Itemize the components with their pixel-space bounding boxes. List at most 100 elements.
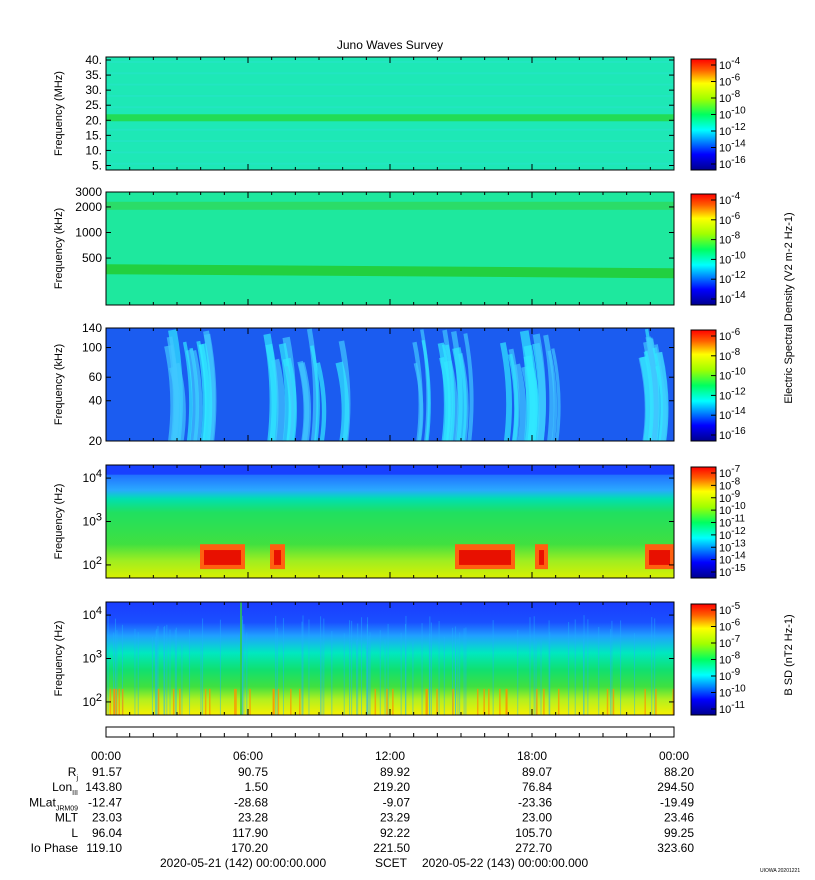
spectrogram-panel-1: 40.35.30.25.20.15.10.5. Frequency (MHz) 10… (53, 53, 746, 172)
ephemeris-value: 272.70 (515, 841, 552, 855)
spectrogram-image (106, 602, 674, 715)
emission-burst (445, 344, 456, 442)
ephemeris-value: 23.28 (238, 811, 268, 825)
ephemeris-value: -19.49 (660, 795, 694, 809)
emission-band (106, 201, 674, 210)
colorbar-tick-label: 10-16 (719, 426, 746, 442)
ephemeris-value: 96.04 (92, 826, 122, 840)
ephemeris-value: 99.25 (664, 826, 694, 840)
ephemeris-row-label: L (71, 826, 78, 840)
y-tick-label: 40 (89, 394, 103, 408)
emission-burst (413, 362, 424, 442)
ephemeris-value: 219.20 (373, 780, 410, 794)
y-tick-label: 10. (85, 143, 102, 157)
emission-burst (500, 342, 512, 442)
colorbar-tick-label: 10-7 (719, 634, 741, 650)
emission-burst (523, 344, 539, 442)
colorbar-tick-label: 10-8 (719, 347, 741, 363)
y-tick-label: 102 (83, 555, 102, 572)
emission-burst (643, 351, 654, 442)
ephemeris-value: 23.00 (522, 811, 552, 825)
ephemeris-row-label: LonIII (52, 780, 78, 797)
emission-burst (278, 343, 293, 442)
y-tick-label: 140 (82, 321, 102, 335)
ephemeris-value: 221.50 (373, 841, 410, 855)
spectrogram-image (106, 465, 674, 578)
emission-burst (532, 333, 547, 442)
emission-burst (306, 328, 319, 442)
y-tick-label: 25. (85, 98, 102, 112)
y-tick-label: 1000 (75, 226, 102, 240)
emission-burst (198, 343, 213, 442)
emission-burst (284, 365, 295, 442)
emission-burst (204, 550, 241, 565)
y-tick-label: 500 (82, 251, 102, 265)
ephemeris-row-label: MLT (55, 811, 79, 825)
ephemeris-value: 23.29 (380, 811, 410, 825)
time-tick-label: 18:00 (517, 749, 547, 763)
emission-burst (463, 333, 474, 442)
emission-burst (507, 353, 519, 442)
colorbar-tick-label: 10-9 (719, 489, 741, 505)
colorbar (690, 193, 717, 306)
emission-burst (452, 347, 467, 442)
emission-band (106, 114, 674, 122)
emission-burst (185, 349, 200, 442)
colorbar-tick-label: 10-7 (719, 464, 741, 480)
y-tick-label: 35. (85, 68, 102, 82)
emission-burst (421, 339, 431, 442)
ephemeris-value: 76.84 (522, 780, 552, 794)
colorbar-tick-label: 10-4 (719, 191, 741, 207)
time-tick-label: 12:00 (375, 749, 405, 763)
ephemeris-value: -12.47 (88, 795, 122, 809)
colorbar-label: B SD (nT2 Hz-1) (783, 614, 795, 695)
emission-burst (270, 358, 286, 442)
y-tick-label: 103 (83, 649, 102, 666)
ephemeris-value: 90.75 (238, 765, 268, 779)
ephemeris-value: 294.50 (657, 780, 694, 794)
ephemeris-value: 119.10 (86, 841, 122, 855)
emission-burst (315, 362, 327, 442)
colorbar-tick-label: 10-8 (719, 476, 741, 492)
emission-burst (656, 351, 668, 442)
ephemeris-value: 89.92 (380, 765, 410, 779)
y-axis-label: Frequency (kHz) (53, 208, 65, 289)
emission-burst (298, 362, 311, 442)
ephemeris-value: 89.07 (522, 765, 552, 779)
emission-burst (513, 363, 527, 442)
time-tick-label: 00:00 (91, 749, 121, 763)
y-tick-label: 20 (89, 434, 103, 448)
colorbar-tick-label: 10-12 (719, 526, 746, 542)
colorbar-tick-label: 10-12 (719, 122, 746, 138)
spectrogram-features (106, 201, 674, 279)
colorbar-tick-label: 10-12 (719, 270, 746, 286)
spectrogram-panel-3: 140 100 60 40 20 Frequency (kHz) 10-6 10-8 10-10… (53, 212, 795, 448)
emission-burst (543, 334, 555, 442)
y-tick-label: 104 (83, 468, 102, 485)
ephemeris-value: -28.68 (234, 795, 268, 809)
emission-burst (192, 350, 203, 442)
y-tick-label: 20. (85, 113, 102, 127)
colorbar-tick-label: 10-12 (719, 386, 746, 402)
emission-burst (335, 361, 350, 442)
colorbar-tick-label: 10-14 (719, 551, 746, 567)
emission-burst (182, 341, 193, 442)
ephemeris-value: 117.90 (232, 826, 268, 840)
ephemeris-value: 170.20 (231, 841, 268, 855)
ephemeris-value: 143.80 (85, 780, 122, 794)
y-tick-label: 103 (83, 512, 102, 529)
colorbar-tick-label: 10-8 (719, 231, 741, 247)
time-tick-label: 00:00 (659, 749, 689, 763)
colorbar-tick-label: 10-10 (719, 684, 746, 700)
colorbar-tick-label: 10-10 (719, 106, 746, 122)
y-axis-label: Frequency (kHz) (53, 344, 65, 425)
colorbar-tick-label: 10-11 (719, 514, 745, 530)
emission-burst (263, 333, 277, 442)
colorbar-tick-label: 10-11 (719, 700, 745, 716)
ephemeris-value: 1.50 (245, 780, 269, 794)
y-tick-label: 60 (89, 370, 103, 384)
colorbar-tick-label: 10-10 (719, 367, 746, 383)
